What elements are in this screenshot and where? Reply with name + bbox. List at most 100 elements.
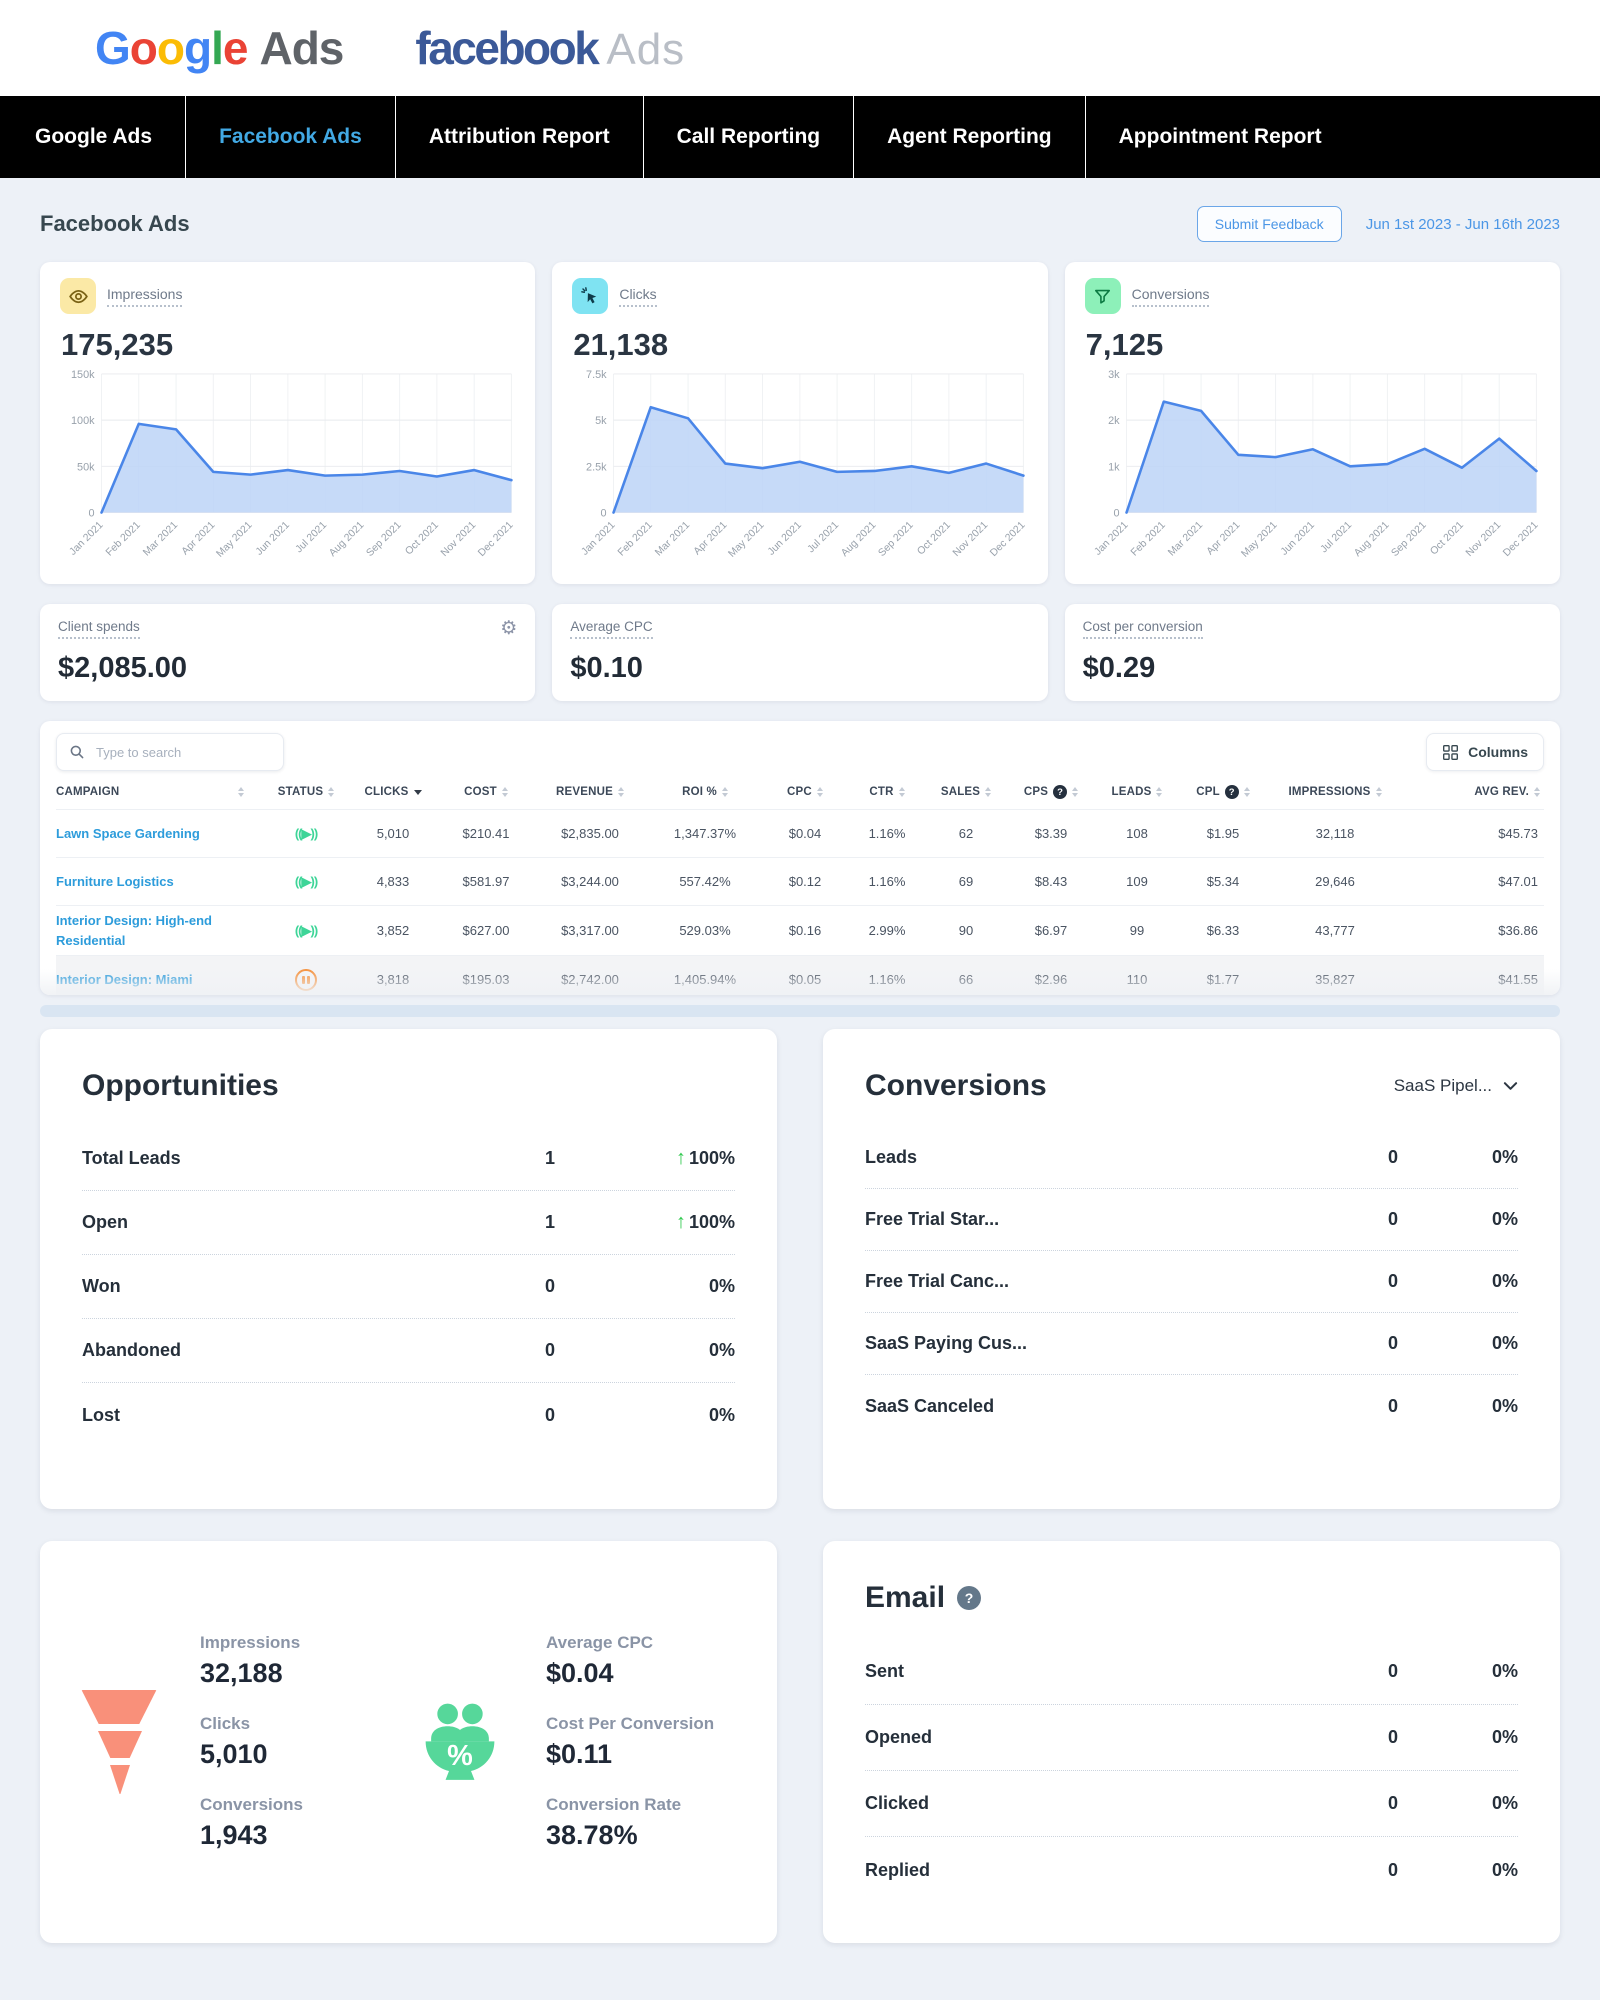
column-header-leads[interactable]: LEADS [1098, 786, 1176, 798]
funnel-right-stats: Average CPC $0.04 Cost Per Conversion $0.11… [546, 1633, 716, 1851]
cell-cpc: $0.12 [788, 874, 822, 889]
campaign-link[interactable]: Lawn Space Gardening [56, 825, 200, 841]
column-header-clicks[interactable]: CLICKS [348, 786, 438, 798]
cell-clicks: 5,010 [376, 826, 410, 841]
funnel-stat-value: 38.78% [546, 1820, 638, 1850]
column-header-ctr[interactable]: CTR [846, 786, 928, 798]
nav-tab-agent-reporting[interactable]: Agent Reporting [854, 96, 1086, 178]
gear-icon[interactable]: ⚙ [500, 618, 518, 639]
svg-text:Jul 2021: Jul 2021 [294, 520, 330, 556]
date-range-picker[interactable]: Jun 1st 2023 - Jun 16th 2023 [1365, 215, 1560, 233]
table-horizontal-scrollbar[interactable] [40, 1005, 1560, 1017]
column-header-status[interactable]: STATUS [264, 786, 348, 798]
cell-sales: 62 [958, 826, 974, 841]
client-spends-label[interactable]: Client spends [58, 619, 140, 639]
help-icon[interactable]: ? [957, 1586, 982, 1610]
stat-row-label: Total Leads [82, 1148, 181, 1168]
sort-icon [328, 787, 335, 797]
average-cpc-card: Average CPC $0.10 [552, 604, 1048, 701]
column-header-impressions[interactable]: IMPRESSIONS [1270, 786, 1400, 798]
sort-up [1156, 787, 1163, 791]
cell-cpl: $6.33 [1206, 923, 1240, 938]
column-label: CLICKS [364, 786, 409, 798]
nav-tab-appointment-report[interactable]: Appointment Report [1118, 125, 1322, 148]
column-header-cps[interactable]: CPS? [1004, 785, 1098, 799]
svg-text:Mar 2021: Mar 2021 [1166, 520, 1205, 559]
stat-row-won: Won 0 0% [82, 1255, 735, 1319]
nav-tab-facebook-ads[interactable]: Facebook Ads [186, 96, 396, 178]
sort-icon [238, 787, 244, 797]
sort-up [1072, 787, 1079, 791]
sort-down [328, 793, 335, 797]
search-input[interactable] [94, 743, 271, 761]
nav-tab-google-ads[interactable]: Google Ads [2, 96, 187, 178]
cost-per-conversion-label[interactable]: Cost per conversion [1082, 619, 1203, 639]
campaign-link[interactable]: Interior Design: Miami [56, 971, 193, 987]
column-label: COST [464, 786, 497, 798]
opportunities-title: Opportunities [82, 1069, 279, 1102]
google-letter: o [129, 22, 158, 74]
impressions-chart-wrap: 0 50k 100k 150k Jan 2021 Feb 2021 Mar 2021 Apr … [54, 365, 521, 571]
columns-button[interactable]: Columns [1426, 733, 1544, 771]
percent-text: 0% [708, 1276, 735, 1296]
svg-text:Jul 2021: Jul 2021 [1318, 520, 1354, 556]
cell-ctr: 1.16% [868, 826, 906, 841]
clicks-label[interactable]: Clicks [619, 286, 657, 307]
svg-text:Dec 2021: Dec 2021 [476, 520, 515, 559]
cell-cost: $195.03 [462, 972, 510, 987]
percent-text: 0% [1491, 1333, 1518, 1353]
nav-tab-call-reporting[interactable]: Call Reporting [644, 96, 855, 178]
cell-roi: 1,347.37% [673, 826, 737, 841]
sort-down [1243, 793, 1250, 797]
funnel-stat-conversion-rate: Conversion Rate 38.78% [546, 1795, 716, 1851]
submit-feedback-button[interactable]: Submit Feedback [1196, 206, 1342, 242]
stat-row-percent: 0% [1398, 1793, 1518, 1814]
sort-down [618, 793, 624, 797]
up-arrow-icon: ↑ [675, 1211, 686, 1233]
campaign-search[interactable] [56, 733, 284, 771]
percent-text: 0% [1491, 1209, 1518, 1229]
funnel-stat-cost-per-conversion: Cost Per Conversion $0.11 [546, 1714, 716, 1770]
conversions-label[interactable]: Conversions [1131, 286, 1210, 307]
status-cell [264, 968, 348, 991]
svg-text:Sep 2021: Sep 2021 [365, 520, 404, 559]
sort-down [1534, 793, 1540, 797]
conversions-chart-wrap: 0 1k 2k 3k Jan 2021 Feb 2021 Mar 2021 Apr 2021 M… [1079, 365, 1546, 571]
stat-row-label: Open [82, 1212, 129, 1232]
column-header-revenue[interactable]: REVENUE [534, 786, 646, 798]
column-header-cpc[interactable]: CPC [764, 786, 846, 798]
funnel-icon [80, 1690, 160, 1794]
cell-ctr: 2.99% [868, 923, 906, 938]
sort-up [1243, 787, 1250, 791]
main-nav: Google Ads Facebook Ads Attribution Report… [0, 96, 1600, 178]
panels-row-1: Opportunities Total Leads 1 ↑ 100% Open 1 ↑ 100… [40, 1029, 1560, 1509]
help-icon[interactable]: ? [1224, 785, 1239, 799]
nav-tab-attribution-report[interactable]: Attribution Report [396, 96, 644, 178]
funnel-stat-label: Cost Per Conversion [546, 1714, 715, 1733]
average-cpc-label[interactable]: Average CPC [570, 619, 653, 639]
help-icon[interactable]: ? [1053, 785, 1068, 799]
stat-row-percent: 0% [1398, 1396, 1518, 1417]
email-title: Email ? [865, 1581, 1518, 1615]
column-header-sales[interactable]: SALES [928, 786, 1004, 798]
column-header-roi[interactable]: ROI % [646, 786, 764, 798]
svg-text:0: 0 [89, 508, 95, 520]
column-header-cpl[interactable]: CPL? [1176, 785, 1270, 799]
logo-header: Google Ads facebook Ads [0, 0, 1600, 96]
column-header-avg-rev[interactable]: AVG REV. [1400, 786, 1544, 798]
metric-chart-cards: Impressions 175,235 0 50k 100k 150k Jan 2021 Fe… [40, 262, 1560, 584]
pipeline-selector[interactable]: SaaS Pipel... [1394, 1076, 1518, 1096]
campaign-link[interactable]: Interior Design: High-end Residential [56, 913, 212, 948]
column-header-cost[interactable]: COST [438, 786, 534, 798]
svg-text:Jun 2021: Jun 2021 [1279, 520, 1317, 558]
cell-ctr: 1.16% [868, 972, 906, 987]
svg-text:2k: 2k [1108, 415, 1120, 427]
stat-row-percent: ↑ 100% [555, 1211, 735, 1234]
column-label: STATUS [277, 786, 324, 798]
sort-icon [816, 787, 823, 797]
stat-row-free-trial-star: Free Trial Star... 0 0% [865, 1189, 1518, 1251]
column-header-campaign[interactable]: CAMPAIGN [56, 786, 264, 798]
impressions-label[interactable]: Impressions [107, 286, 183, 307]
cost-per-conversion-value: $0.29 [1082, 652, 1156, 684]
campaign-link[interactable]: Furniture Logistics [56, 873, 174, 889]
